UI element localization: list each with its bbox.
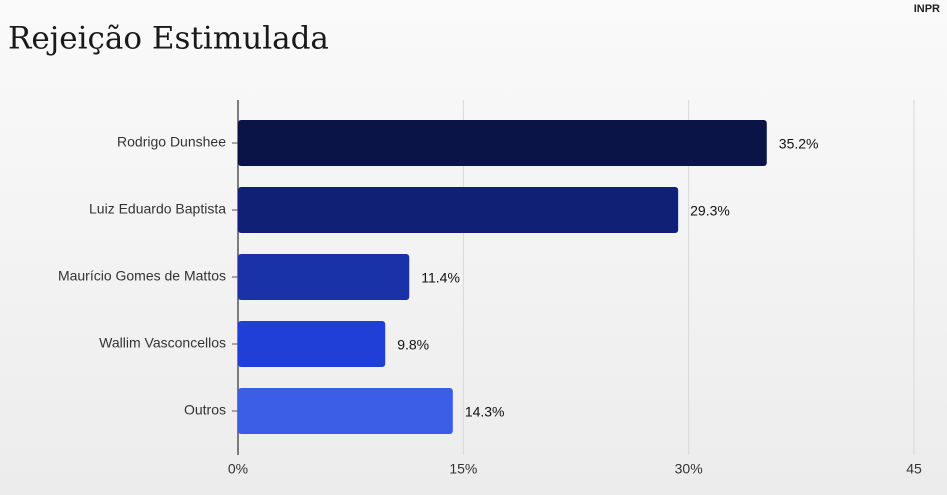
bar — [238, 321, 386, 367]
y-tick-label: Luiz Eduardo Baptista — [89, 201, 226, 217]
value-label: 14.3% — [465, 404, 505, 420]
y-tick-label: Maurício Gomes de Mattos — [58, 268, 226, 284]
x-tick-label: 30% — [675, 461, 703, 477]
value-label: 35.2% — [779, 136, 819, 152]
value-label: 11.4% — [421, 270, 460, 286]
y-tick-label: Wallim Vasconcellos — [99, 335, 226, 351]
x-tick-label: 45 — [906, 461, 922, 477]
bar — [238, 187, 679, 233]
y-tick-label: Rodrigo Dunshee — [117, 134, 226, 150]
x-tick-label: 0% — [228, 461, 248, 477]
bar — [238, 120, 767, 166]
bar — [238, 388, 453, 434]
value-label: 29.3% — [690, 203, 730, 219]
chart-title: Rejeição Estimulada — [8, 21, 329, 57]
x-tick-label: 15% — [449, 461, 477, 477]
bar — [238, 254, 410, 300]
brand: INPR — [914, 3, 940, 15]
value-label: 9.8% — [397, 337, 429, 353]
y-tick-label: Outros — [184, 402, 226, 418]
